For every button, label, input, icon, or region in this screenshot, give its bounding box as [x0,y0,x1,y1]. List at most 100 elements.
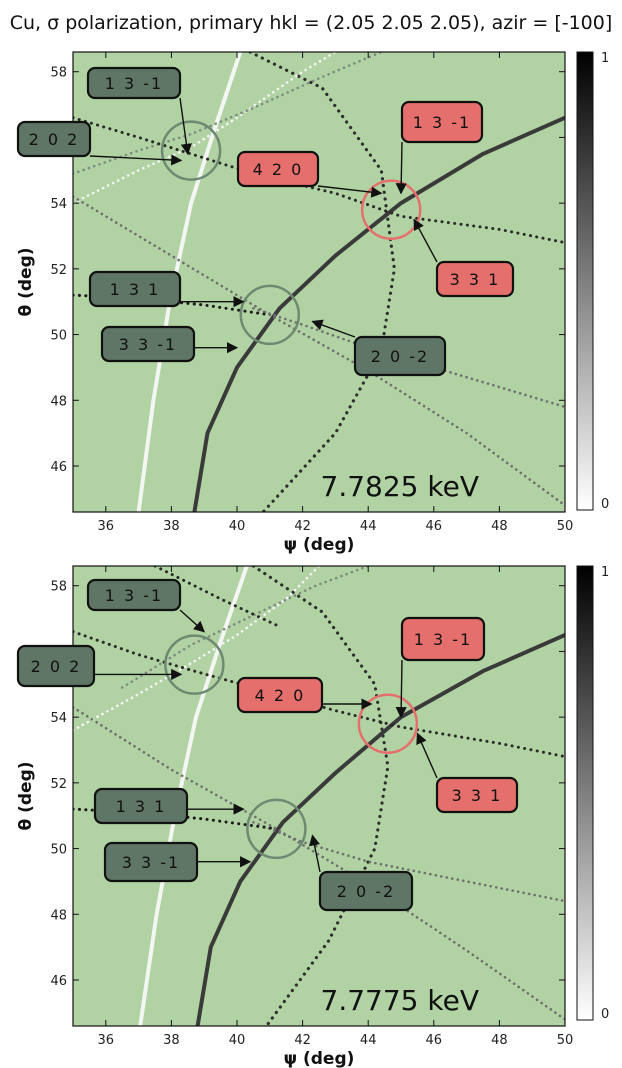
series-gray-dots-mid [252,821,565,903]
intersection-circle-gray [239,284,301,346]
x-tick-label: 48 [491,519,508,534]
colorbar-min-label: 0 [601,497,609,512]
label-arrow [317,185,383,198]
reflection-label-box [435,260,515,298]
reflection-label-box [93,787,189,825]
reflection-label-box [16,644,96,688]
series-dark-rise [192,115,565,512]
x-tick-label: 36 [98,1033,115,1048]
x-tick-label: 38 [163,519,180,534]
label-arrow [395,659,407,719]
y-tick-label: 46 [50,974,67,989]
series-dark-arc [251,566,390,1026]
y-tick-label: 48 [50,908,67,923]
series-dark-dots-top [153,566,278,627]
x-axis-label: ψ (deg) [284,535,355,555]
reflection-label-box [353,335,447,377]
reflection-label-box [88,270,182,308]
series-dark-rise [195,633,565,1026]
x-tick-label: 40 [229,1033,246,1048]
intersection-circle-red [357,693,419,754]
x-tick-label: 36 [98,519,115,534]
plot-frame [72,565,566,1027]
y-tick-label: 58 [50,580,67,595]
reflection-label-box [16,120,92,158]
reflection-label: 1 3 1 [110,280,161,299]
reflection-label-box [435,776,519,814]
label-arrow [179,609,206,633]
label-arrow [179,97,192,155]
reflection-label: 1 3 -1 [105,586,163,605]
plot-frame [72,51,566,513]
reflection-label-box [86,578,182,612]
series-white-dots-lower [73,566,321,732]
reflection-label-box [100,325,196,363]
energy-label: 7.7775 keV [321,984,479,1017]
series-dark-arc [248,52,396,512]
y-axis-label: θ (deg) [16,247,36,316]
figure-title: Cu, σ polarization, primary hkl = (2.05 … [9,12,613,34]
y-tick-label: 52 [50,777,67,792]
colorbar-max-label: 1 [601,51,609,66]
series-bright-curve [136,52,243,512]
reflection-label: 3 3 -1 [122,853,180,872]
reflection-label-box [103,841,199,883]
reflection-label: 2 0 2 [29,130,80,149]
x-tick-label: 42 [294,1033,311,1048]
reflection-label: 1 3 -1 [105,74,163,93]
x-tick-label: 42 [294,519,311,534]
series-gray-diagonal [73,195,565,507]
reflection-label: 2 0 -2 [371,347,429,366]
x-tick-label: 48 [491,1033,508,1048]
label-arrow [89,154,183,166]
reflection-label-box [400,100,484,144]
y-tick-label: 50 [50,843,67,858]
label-arrow [311,319,356,338]
series-gray-dots-upper [73,52,383,175]
reflection-label: 4 2 0 [253,160,304,179]
label-arrow [308,834,321,873]
reflection-label-box [236,150,320,188]
reflection-label-box [236,676,324,714]
colorbar [576,565,594,1021]
intersection-circle-gray [164,634,225,695]
intersection-circle-gray [246,798,307,860]
energy-label: 7.7825 keV [321,470,479,503]
y-tick-label: 52 [50,263,67,278]
x-tick-label: 44 [360,1033,377,1048]
reflection-label-box [400,616,486,662]
reflection-label-box [318,870,414,912]
label-arrow [416,732,438,779]
reflection-label: 3 3 -1 [119,335,177,354]
x-tick-label: 46 [426,1033,443,1048]
y-tick-label: 58 [50,66,67,81]
x-tick-label: 50 [557,1033,574,1048]
reflection-label: 1 3 1 [116,797,167,816]
x-tick-label: 38 [163,1033,180,1048]
reflection-label: 3 3 1 [450,270,501,289]
x-axis-label: ψ (deg) [284,1049,355,1068]
series-layer [73,566,565,1026]
x-tick-label: 46 [426,519,443,534]
y-tick-label: 50 [50,329,67,344]
y-tick-label: 48 [50,394,67,409]
reflection-label: 4 2 0 [255,686,306,705]
x-tick-label: 44 [360,519,377,534]
panel-lower: 363840424446485046485052545658ψ (deg)θ (… [16,565,609,1068]
x-tick-label: 40 [229,519,246,534]
reflection-label: 2 0 2 [31,657,82,676]
label-arrow [395,141,407,195]
y-tick-label: 54 [50,711,67,726]
reflection-label: 1 3 -1 [414,630,472,649]
reflection-label: 2 0 -2 [337,882,395,901]
colorbar-max-label: 1 [601,565,609,580]
reflection-label: 3 3 1 [452,786,503,805]
colorbar [576,51,594,511]
reflection-label: 1 3 -1 [413,113,471,132]
colorbar-min-label: 0 [601,1007,609,1022]
y-tick-label: 46 [50,460,67,475]
series-gray-diagonal [73,706,565,1021]
reflection-label-box [86,66,182,100]
intersection-circle-red [360,179,422,240]
